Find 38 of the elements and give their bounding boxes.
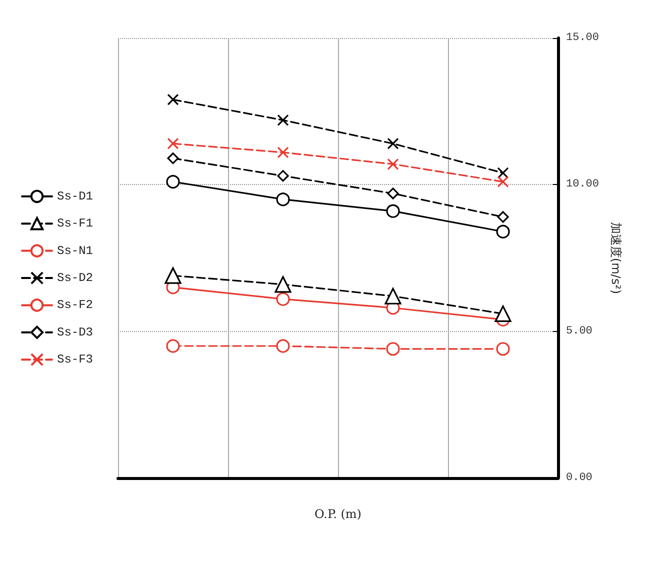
point xyxy=(497,176,509,188)
legend-label: Ss-D3 xyxy=(57,325,94,340)
point xyxy=(276,192,290,206)
point xyxy=(494,305,512,322)
point xyxy=(167,152,179,164)
point xyxy=(497,211,509,223)
legend-label: Ss-F2 xyxy=(57,298,94,312)
legend-label: Ss-N1 xyxy=(57,244,94,258)
point xyxy=(387,188,399,200)
point xyxy=(496,342,510,356)
y-tick-label: 0.00 xyxy=(566,472,592,484)
point xyxy=(497,167,509,179)
point xyxy=(386,342,400,356)
y-tick-label: 15.00 xyxy=(566,32,600,44)
point xyxy=(167,138,179,150)
point xyxy=(387,158,399,170)
point xyxy=(277,114,289,126)
point xyxy=(496,224,510,238)
point xyxy=(167,94,179,106)
x-axis-title: O.P. (m) xyxy=(314,507,362,521)
point xyxy=(387,138,399,150)
legend-label: Ss-D1 xyxy=(57,189,94,204)
point xyxy=(274,276,292,293)
point xyxy=(386,204,400,218)
legend-label: Ss-D2 xyxy=(57,271,94,285)
point xyxy=(164,267,182,284)
point xyxy=(276,339,290,353)
point xyxy=(166,174,180,189)
point xyxy=(276,292,290,306)
point xyxy=(384,288,402,304)
y-tick-label: 10.00 xyxy=(566,178,600,191)
y-axis-title: 加速度(m/s²) xyxy=(608,222,623,294)
legend-label: Ss-F1 xyxy=(57,216,94,231)
point xyxy=(277,170,289,182)
point xyxy=(277,146,289,158)
y-tick-label: 5.00 xyxy=(566,325,592,338)
legend-label: Ss-F3 xyxy=(57,352,94,367)
point xyxy=(166,339,180,353)
